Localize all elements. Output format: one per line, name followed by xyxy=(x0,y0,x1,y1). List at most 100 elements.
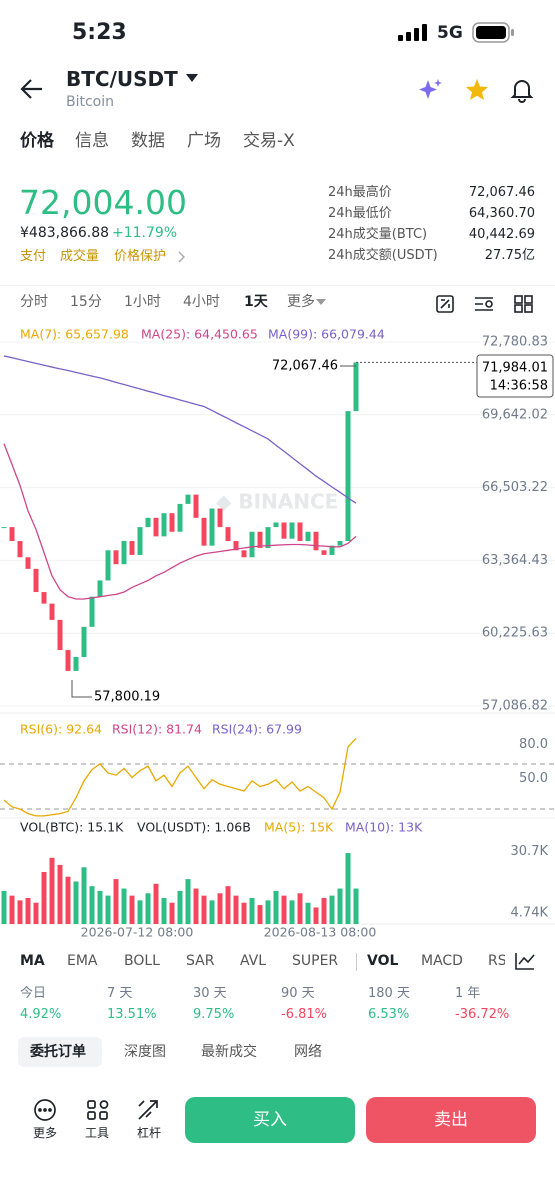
volume-bar xyxy=(241,902,247,924)
indicator-tab[interactable]: BOLL xyxy=(124,953,160,969)
volume-bar xyxy=(265,900,271,924)
favorite-icon[interactable] xyxy=(465,78,489,101)
low-label: 57,800.19 xyxy=(94,690,160,705)
stat-label: 24h成交量(BTC) xyxy=(328,227,428,242)
period-value: -36.72% xyxy=(455,1007,510,1022)
kline-chart: ◆ BINANCE MA(7): 65,657.98 MA(25): 64,450… xyxy=(0,327,555,940)
indicator-settings[interactable] xyxy=(514,951,536,971)
indicator-tab[interactable]: SUPER xyxy=(292,953,339,969)
candle xyxy=(177,503,183,532)
candle xyxy=(25,557,31,569)
candle xyxy=(281,522,287,539)
volume-bar xyxy=(105,895,111,924)
volume-bar xyxy=(81,867,87,924)
tab[interactable]: 数据 xyxy=(131,131,165,151)
period-label: 今日 xyxy=(20,986,47,1001)
period-value: 9.75% xyxy=(193,1007,235,1022)
candle xyxy=(209,508,215,546)
volume-bar xyxy=(185,879,191,924)
toolbar-label[interactable]: 工具 xyxy=(84,1126,109,1140)
volume-bar xyxy=(305,902,311,924)
rsi-legend: RSI(24): 67.99 xyxy=(212,722,302,737)
rsi-tick-label: 50.0 xyxy=(519,771,548,786)
buy-button[interactable]: 买入 xyxy=(185,1097,355,1143)
toolbar-label[interactable]: 更多 xyxy=(32,1126,57,1140)
pair-title[interactable]: BTC/USDT xyxy=(66,67,178,91)
interval[interactable]: 分时 xyxy=(20,294,48,310)
volume-bar xyxy=(1,890,7,924)
y-tick-label: 72,780.83 xyxy=(482,335,548,350)
indicator-tab[interactable]: RS xyxy=(488,953,505,969)
volume-bar xyxy=(177,890,183,924)
indicator-tab[interactable]: VOL xyxy=(367,953,399,969)
y-tick-label: 66,503.22 xyxy=(482,480,548,495)
candle xyxy=(41,592,47,604)
volume-bar xyxy=(273,890,279,924)
candle xyxy=(113,550,119,565)
period-label: 90 天 xyxy=(281,986,315,1001)
indicator-tab[interactable]: AVL xyxy=(240,953,267,969)
volume-bar xyxy=(313,907,319,924)
order-tab[interactable]: 最新成交 xyxy=(201,1044,257,1060)
stat-label: 24h成交额(USDT) xyxy=(328,248,438,263)
vol-legend: MA(10): 13K xyxy=(345,820,423,835)
volume-bar xyxy=(169,902,175,924)
toolbar-label[interactable]: 杠杆 xyxy=(136,1126,161,1140)
candle xyxy=(321,550,327,555)
indicator-tab[interactable]: MA xyxy=(20,953,45,969)
volume-bar xyxy=(161,898,167,924)
stat-value: 64,360.70 xyxy=(468,206,535,221)
interval[interactable]: 1小时 xyxy=(124,294,161,310)
indicator-tab[interactable]: SAR xyxy=(186,953,215,969)
order-tab[interactable]: 网络 xyxy=(294,1044,322,1060)
ma-legend: MA(99): 66,079.44 xyxy=(268,327,385,342)
period-value: -6.81% xyxy=(281,1007,327,1022)
volume-bar xyxy=(49,857,55,924)
candle xyxy=(305,531,311,542)
more-dropdown xyxy=(316,299,326,305)
dropdown-icon[interactable] xyxy=(185,73,199,83)
back-button[interactable] xyxy=(20,78,44,100)
tab[interactable]: 信息 xyxy=(75,131,109,151)
candle xyxy=(105,550,111,581)
interval[interactable]: 15分 xyxy=(70,294,102,310)
signal-icon xyxy=(398,24,427,41)
tab[interactable]: 价格 xyxy=(20,131,54,151)
interval[interactable]: 1天 xyxy=(244,294,268,310)
order-tab[interactable]: 深度图 xyxy=(124,1044,166,1060)
network-label: 5G xyxy=(437,23,463,43)
last-price-label: 71,984.01 xyxy=(482,361,548,376)
interval[interactable]: 更多 xyxy=(287,294,315,310)
indicator-tab[interactable]: EMA xyxy=(67,953,98,969)
last-price-box xyxy=(476,354,554,398)
volume-bar xyxy=(225,886,231,924)
candle xyxy=(57,619,63,651)
candle xyxy=(169,513,175,532)
volume-bar xyxy=(249,898,255,924)
tab[interactable]: 交易-X xyxy=(243,131,295,151)
interval[interactable]: 4小时 xyxy=(183,294,220,310)
sell-button[interactable]: 卖出 xyxy=(366,1097,536,1143)
vol-legend: VOL(USDT): 1.06B xyxy=(137,820,251,835)
protection-link[interactable]: 价格保护 xyxy=(114,249,167,264)
volume-bar xyxy=(137,900,143,924)
volume-bar xyxy=(209,900,215,924)
period-label: 1 年 xyxy=(455,986,481,1001)
candle xyxy=(345,411,351,542)
alert-icon[interactable] xyxy=(510,77,534,103)
volume-bar xyxy=(289,900,295,924)
indicator-tab[interactable]: MACD xyxy=(421,953,463,969)
y-tick-label: 57,086.82 xyxy=(482,699,548,714)
candle xyxy=(185,494,191,504)
cny-price: ¥483,866.88 xyxy=(20,225,110,241)
chart-tools[interactable] xyxy=(435,294,545,314)
pay-link[interactable]: 支付 xyxy=(20,249,47,264)
rsi-legend: RSI(12): 81.74 xyxy=(112,722,202,737)
candle xyxy=(353,362,359,412)
tab[interactable]: 广场 xyxy=(187,131,221,151)
y-tick-label: 60,225.63 xyxy=(482,626,548,641)
order-tab[interactable]: 委托订单 xyxy=(30,1044,86,1060)
volume-link[interactable]: 成交量 xyxy=(60,249,100,264)
ai-icon[interactable] xyxy=(418,78,444,102)
last-price: 72,004.00 xyxy=(19,183,187,222)
